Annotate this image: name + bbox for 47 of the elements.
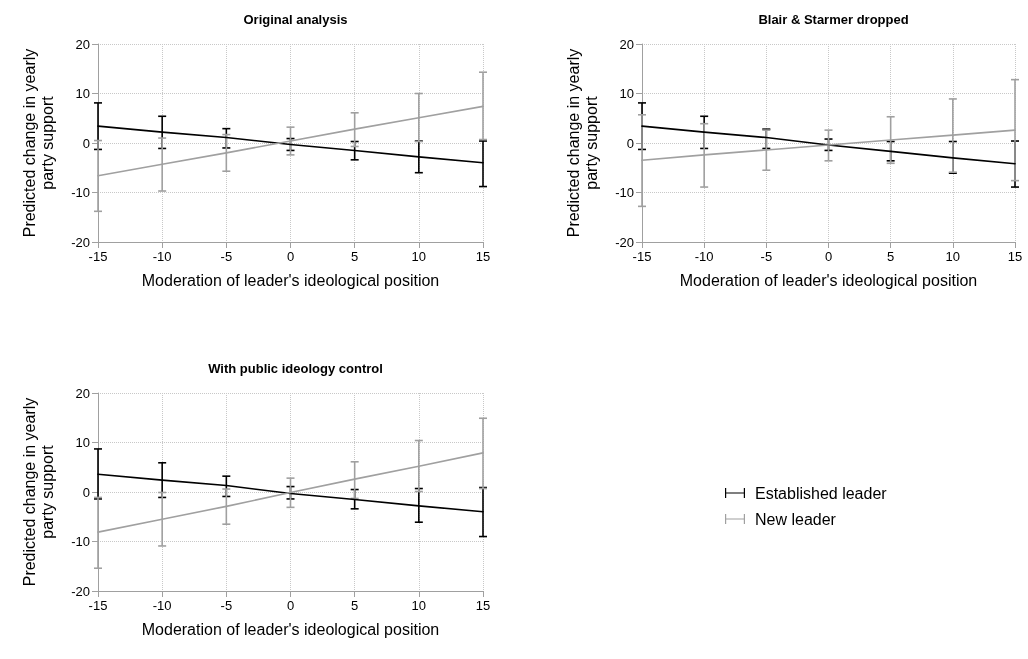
x-tick-label: -5 (760, 249, 773, 264)
x-tick-label: 0 (286, 598, 295, 613)
x-tick-label: -10 (694, 249, 714, 264)
y-tick-label: 20 (619, 36, 634, 52)
y-tick-label: -10 (615, 185, 634, 200)
chart-title: With public ideology control (208, 361, 383, 376)
x-axis-title: Moderation of leader's ideological position (141, 620, 440, 638)
x-tick-label: 15 (1007, 249, 1023, 264)
chart-title: Original analysis (243, 12, 348, 27)
x-tick-label: 10 (411, 598, 427, 613)
x-axis-title: Moderation of leader's ideological position (679, 271, 978, 289)
x-tick-label: -5 (220, 249, 233, 264)
y-tick-label: -20 (71, 583, 90, 599)
x-tick-label: -15 (632, 249, 652, 264)
y-axis-title: Predicted change in yearly party support (564, 48, 600, 238)
y-tick-label: -20 (71, 234, 90, 250)
y-tick-label: -10 (71, 534, 90, 549)
y-tick-label: -20 (615, 234, 634, 250)
y-tick-label: 10 (619, 86, 634, 101)
x-tick-label: -15 (88, 249, 108, 264)
y-tick-label: 20 (75, 36, 90, 52)
legend-label: New leader (755, 510, 837, 528)
y-tick-label: -10 (71, 185, 90, 200)
x-tick-label: 10 (945, 249, 961, 264)
x-tick-label: 5 (351, 249, 359, 264)
x-axis-title: Moderation of leader's ideological position (141, 271, 440, 289)
x-tick-label: -5 (220, 598, 233, 613)
y-tick-label: 10 (75, 86, 90, 101)
x-tick-label: -10 (152, 249, 172, 264)
x-tick-label: 0 (824, 249, 833, 264)
x-tick-label: 5 (887, 249, 895, 264)
y-axis-title: Predicted change in yearly party support (20, 397, 56, 587)
chart-title: Blair & Starmer dropped (758, 12, 909, 27)
y-tick-label: 20 (75, 385, 90, 401)
x-tick-label: 5 (351, 598, 359, 613)
y-tick-label: 0 (82, 135, 90, 151)
x-tick-label: 15 (475, 598, 491, 613)
x-tick-label: 15 (475, 249, 491, 264)
y-tick-label: 10 (75, 435, 90, 450)
x-tick-label: -15 (88, 598, 108, 613)
x-tick-label: 10 (411, 249, 427, 264)
legend-label: Established leader (755, 484, 888, 502)
x-tick-label: -10 (152, 598, 172, 613)
y-axis-title: Predicted change in yearly party support (20, 48, 56, 238)
y-tick-label: 0 (82, 484, 90, 500)
y-tick-label: 0 (626, 135, 634, 151)
x-tick-label: 0 (286, 249, 295, 264)
